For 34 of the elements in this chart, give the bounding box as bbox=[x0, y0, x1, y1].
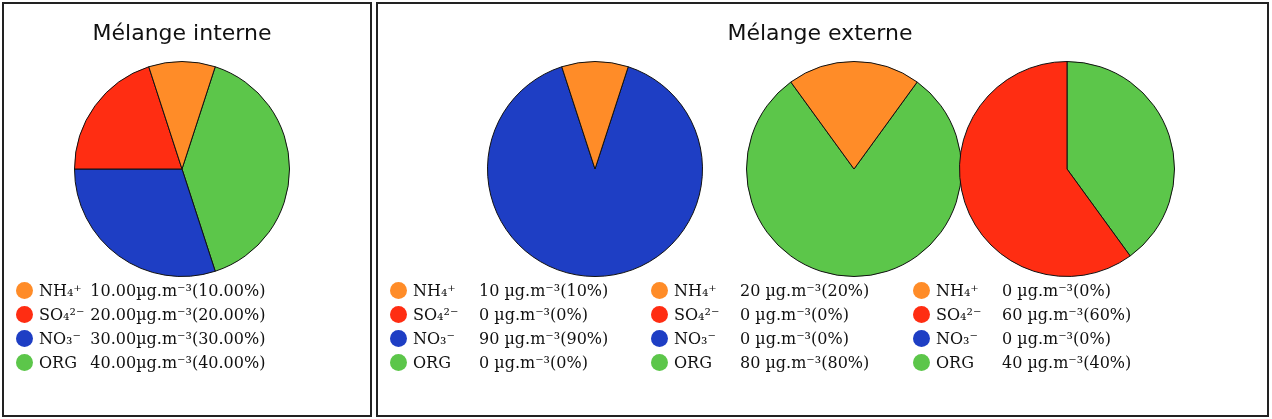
data-label: 90 µg.m⁻³(90%) bbox=[479, 329, 609, 348]
legend-label: NO₃⁻ bbox=[936, 329, 979, 348]
data-label: 20 µg.m⁻³(20%) bbox=[740, 281, 870, 300]
text: 0 µg.m⁻³(0%) bbox=[1002, 329, 1111, 348]
legend-label: NO₃⁻ bbox=[674, 329, 717, 348]
data-label: 80 µg.m⁻³(80%) bbox=[740, 353, 870, 372]
legend-label: SO₄²⁻ bbox=[674, 305, 721, 324]
legend-label: ORG bbox=[674, 353, 713, 372]
data-label: 10.00µg.m⁻³(10.00%) bbox=[90, 281, 266, 300]
data-label: 30.00µg.m⁻³(30.00%) bbox=[90, 329, 266, 348]
legend-label: SO₄²⁻ bbox=[413, 305, 460, 324]
legend-label: NH₄⁺ bbox=[413, 281, 457, 300]
data-label: 40 µg.m⁻³(40%) bbox=[1002, 353, 1132, 372]
text: 0 µg.m⁻³(0%) bbox=[479, 353, 588, 372]
legend-label: NH₄⁺ bbox=[39, 281, 83, 300]
legend-label: SO₄²⁻ bbox=[936, 305, 983, 324]
data-label: 10 µg.m⁻³(10%) bbox=[479, 281, 609, 300]
legend-label: NH₄⁺ bbox=[936, 281, 980, 300]
text: 0 µg.m⁻³(0%) bbox=[740, 329, 849, 348]
data-label: 20.00µg.m⁻³(20.00%) bbox=[90, 305, 266, 324]
legend-label: ORG bbox=[39, 353, 78, 372]
text: 0 µg.m⁻³(0%) bbox=[740, 305, 849, 324]
legend-label: ORG bbox=[413, 353, 452, 372]
data-label: 60 µg.m⁻³(60%) bbox=[1002, 305, 1132, 324]
chart-title: Mélange interne bbox=[92, 20, 272, 45]
legend-label: SO₄²⁻ bbox=[39, 305, 85, 324]
legend-label: NH₄⁺ bbox=[674, 281, 718, 300]
legend-label: NO₃⁻ bbox=[39, 329, 82, 348]
legend-label: ORG bbox=[936, 353, 975, 372]
text: 0 µg.m⁻³(0%) bbox=[1002, 281, 1111, 300]
chart-title: Mélange externe bbox=[727, 20, 913, 45]
data-label: 40.00µg.m⁻³(40.00%) bbox=[90, 353, 266, 372]
legend-label: NO₃⁻ bbox=[413, 329, 456, 348]
text: 0 µg.m⁻³(0%) bbox=[479, 305, 588, 324]
